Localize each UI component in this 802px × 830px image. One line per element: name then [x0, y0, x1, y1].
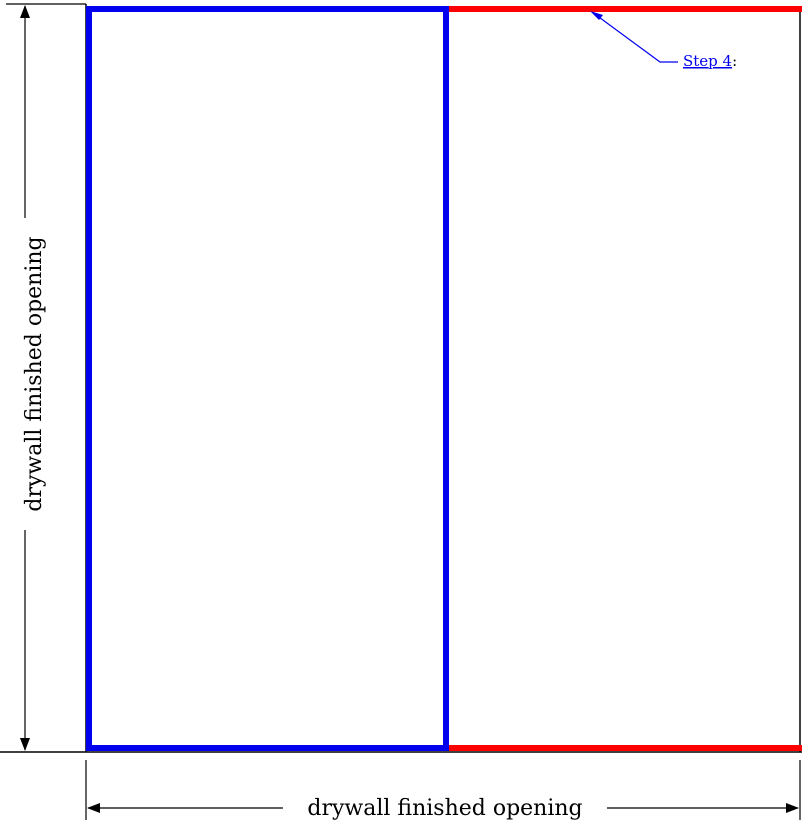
- bottom-dimension-label: drywall finished opening: [307, 796, 582, 821]
- left-dim-arrow-top: [20, 5, 30, 18]
- step-callout-suffix: :: [732, 52, 737, 70]
- callout-arrowhead: [590, 11, 603, 20]
- step-4-link[interactable]: Step 4: [683, 52, 732, 70]
- panel-outline: [86, 6, 449, 751]
- left-dim-arrow-bottom: [20, 738, 30, 751]
- step-callout: Step 4:: [683, 52, 737, 70]
- left-dimension-label: drywall finished opening: [22, 236, 47, 511]
- bottom-dim-arrow-left: [87, 803, 100, 813]
- callout-leader: [591, 11, 678, 63]
- bottom-dim-arrow-right: [786, 803, 799, 813]
